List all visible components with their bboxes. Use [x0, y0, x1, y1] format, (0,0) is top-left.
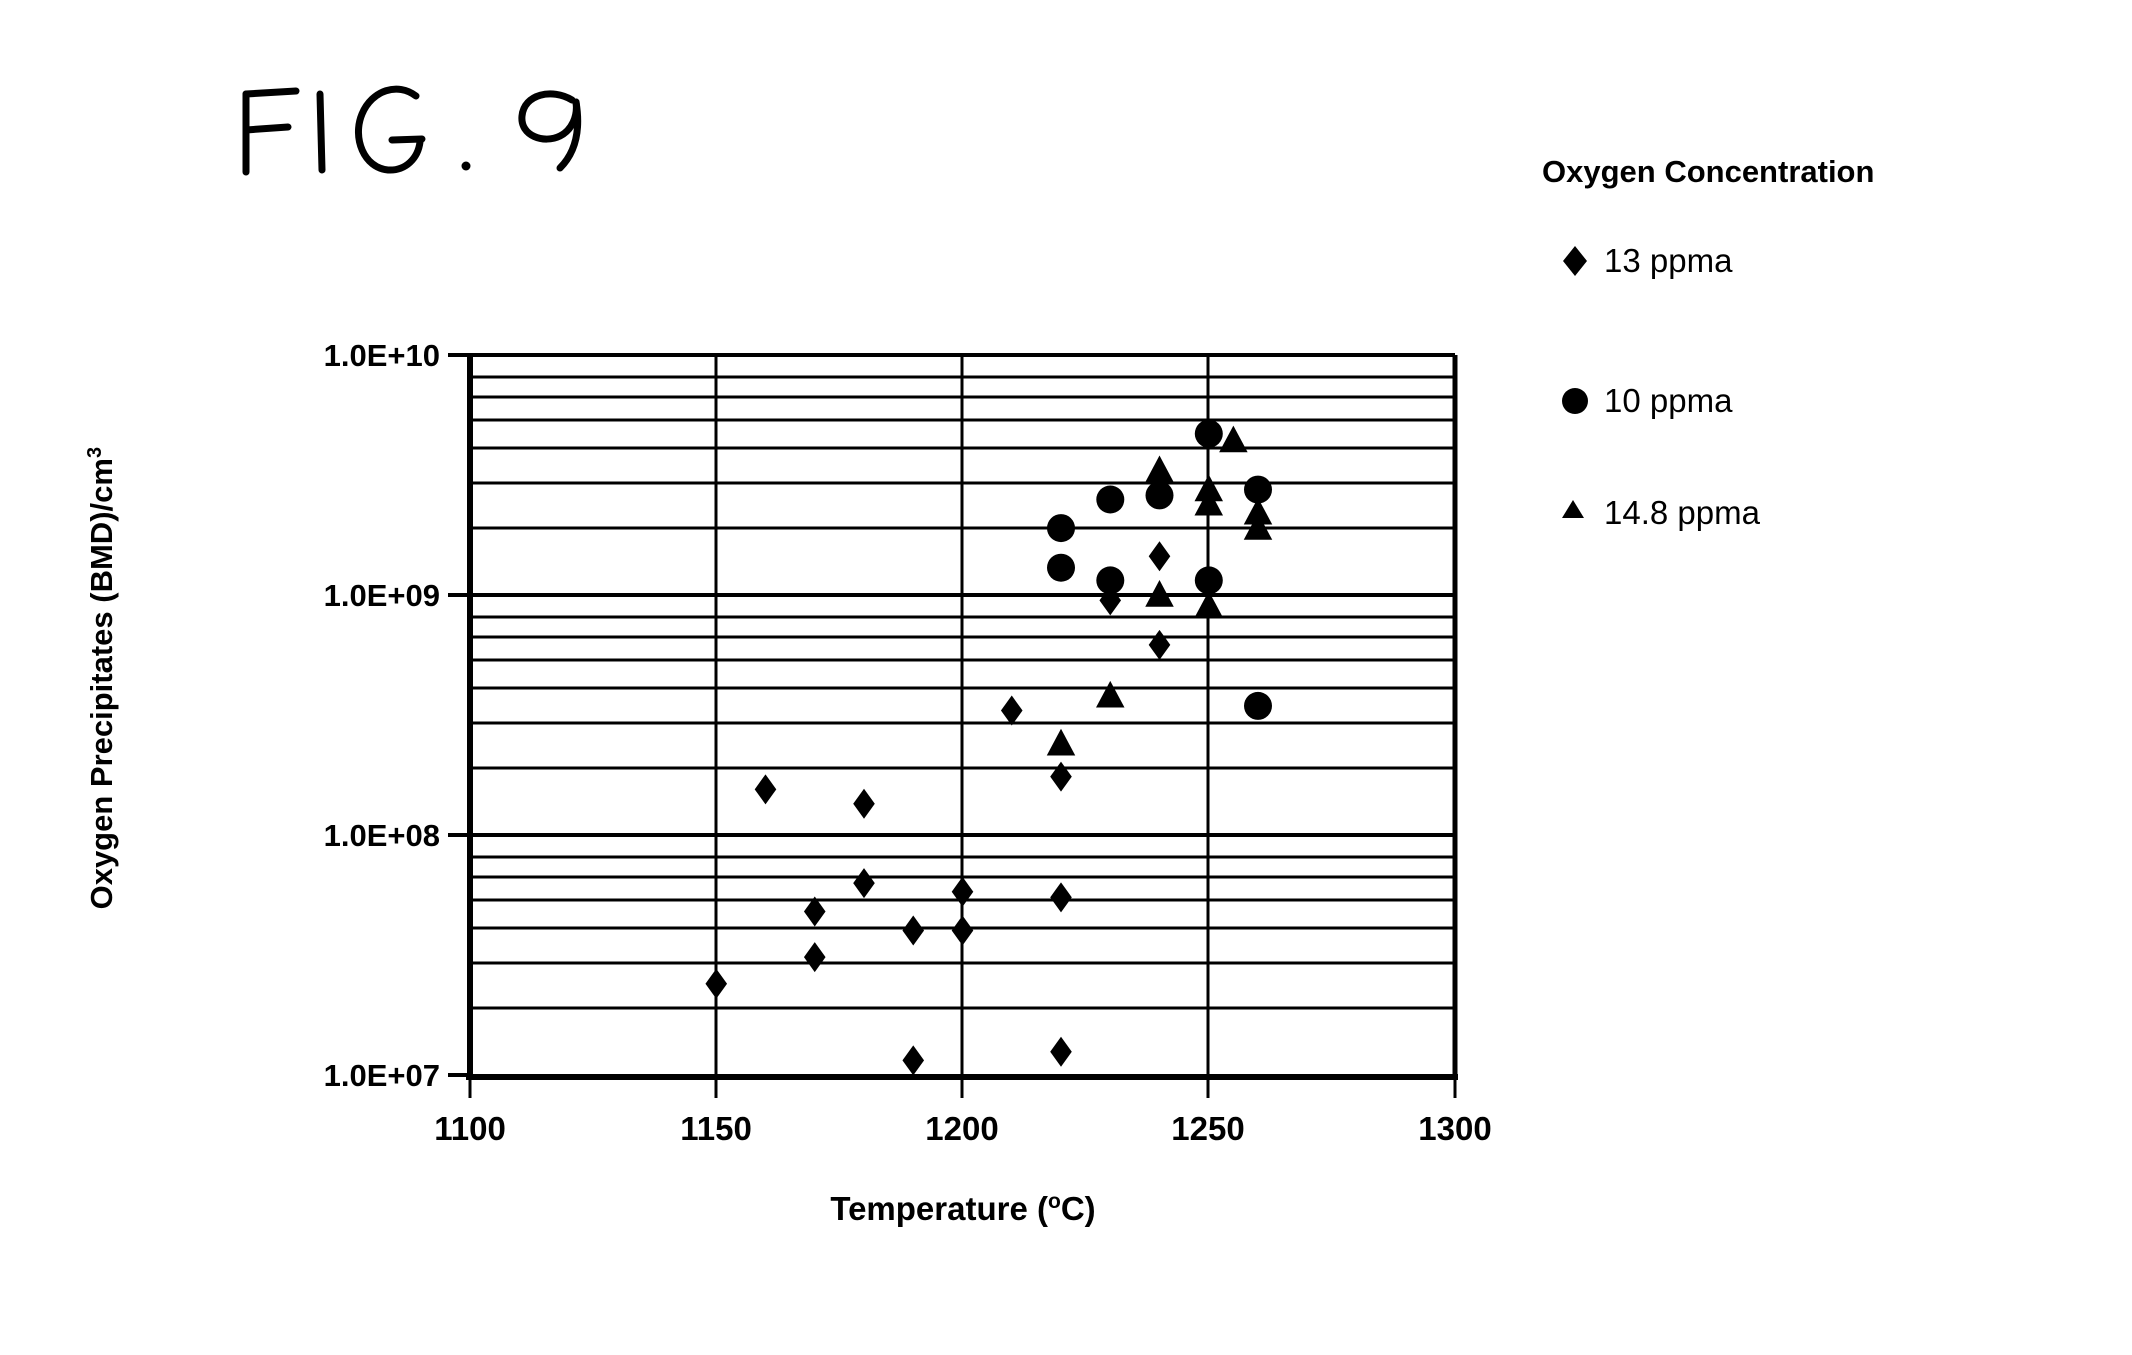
scatter-chart: 1.0E+10 1.0E+09 1.0E+08 1.0E+07 1100 115… — [0, 0, 1520, 1280]
x-tick-label-1100: 1100 — [390, 1112, 550, 1145]
data-point — [1047, 514, 1075, 542]
data-point — [1219, 426, 1248, 453]
y-axis-ticks — [448, 355, 470, 1075]
data-point — [1047, 729, 1076, 756]
x-tick-label-1150: 1150 — [636, 1112, 796, 1145]
data-point — [1244, 692, 1272, 720]
x-tick-label-1300: 1300 — [1375, 1112, 1535, 1145]
y-tick-label-1e10: 1.0E+10 — [200, 340, 440, 371]
data-point — [705, 969, 727, 999]
legend-item-10-ppma[interactable]: 10 ppma — [1554, 380, 1732, 422]
triangle-marker-icon — [1554, 492, 1596, 534]
x-tick-label-1200: 1200 — [882, 1112, 1042, 1145]
data-point — [952, 916, 974, 946]
legend-label-14-8-ppma: 14.8 ppma — [1604, 494, 1760, 532]
data-point — [1001, 696, 1023, 726]
y-axis-title-exponent: 3 — [84, 447, 106, 458]
data-point — [1195, 475, 1224, 502]
y-axis-tick-labels: 1.0E+10 1.0E+09 1.0E+08 1.0E+07 — [190, 0, 440, 1120]
data-point — [1050, 762, 1072, 792]
data-point — [755, 774, 777, 804]
data-point — [952, 877, 974, 907]
y-tick-label-1e09: 1.0E+09 — [200, 580, 440, 611]
data-point — [902, 1045, 924, 1075]
data-point — [902, 916, 924, 946]
legend-item-13-ppma[interactable]: 13 ppma — [1554, 240, 1732, 282]
x-axis-tick-labels: 1100 1150 1200 1250 1300 — [0, 1112, 1520, 1162]
data-point — [1195, 420, 1223, 448]
series-14-8-ppma-markers — [1047, 426, 1273, 756]
legend: Oxygen Concentration 13 ppma 10 ppma 14.… — [1520, 140, 2120, 560]
data-point — [1145, 456, 1174, 483]
data-point — [1146, 481, 1174, 509]
data-point — [1047, 554, 1075, 582]
data-point — [1096, 566, 1124, 594]
x-tick-label-1250: 1250 — [1128, 1112, 1288, 1145]
data-point — [1096, 486, 1124, 514]
diamond-marker-icon — [1554, 240, 1596, 282]
data-point — [804, 942, 826, 972]
circle-marker-icon — [1554, 380, 1596, 422]
legend-label-10-ppma: 10 ppma — [1604, 382, 1732, 420]
data-point — [1195, 566, 1223, 594]
degree-symbol: o — [1048, 1190, 1061, 1213]
x-axis-title-text: Temperature ( — [830, 1190, 1048, 1227]
x-axis-title: Temperature (oC) — [470, 1190, 1456, 1228]
data-point — [1050, 1037, 1072, 1067]
series-13-ppma-markers — [705, 476, 1268, 1075]
y-axis-title-text: Oxygen Precipitates (BMD)/cm — [84, 458, 119, 909]
data-point — [1149, 630, 1171, 660]
legend-label-13-ppma: 13 ppma — [1604, 242, 1732, 280]
y-axis-title: Oxygen Precipitates (BMD)/cm3 — [84, 398, 120, 958]
vertical-gridlines — [716, 355, 1208, 1075]
y-tick-label-1e08: 1.0E+08 — [200, 820, 440, 851]
data-point — [853, 868, 875, 898]
data-point — [853, 789, 875, 819]
legend-title: Oxygen Concentration — [1542, 154, 1874, 190]
x-axis-title-unit: C) — [1061, 1190, 1096, 1227]
data-point — [1096, 681, 1125, 708]
y-tick-label-1e07: 1.0E+07 — [200, 1060, 440, 1091]
data-point — [1149, 541, 1171, 571]
legend-item-14-8-ppma[interactable]: 14.8 ppma — [1554, 492, 1760, 534]
data-point — [1050, 882, 1072, 912]
x-axis-ticks — [470, 1077, 1455, 1098]
